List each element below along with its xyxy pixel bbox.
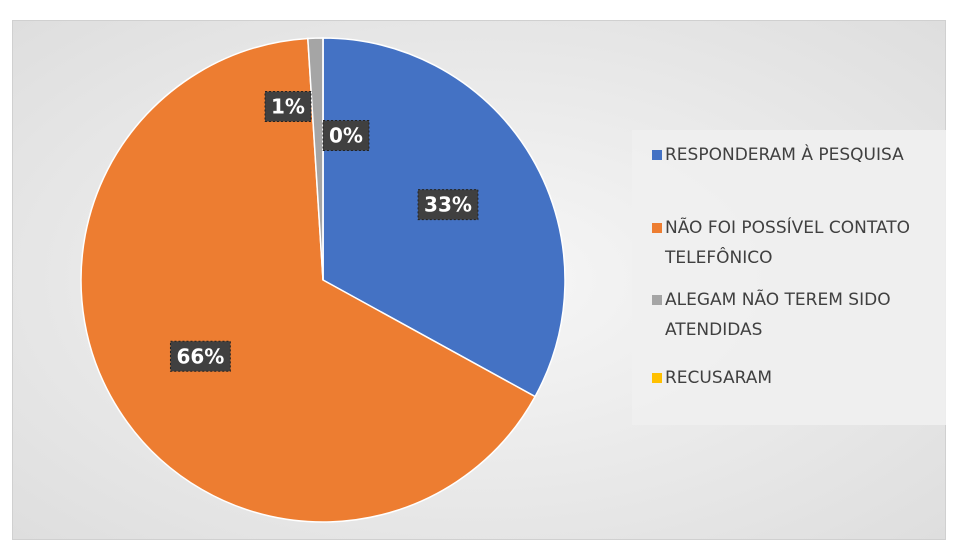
legend-swatch <box>652 150 662 160</box>
legend-item: RESPONDERAM À PESQUISA <box>652 140 955 170</box>
legend-label: RESPONDERAM À PESQUISA <box>665 145 904 165</box>
legend-label: RECUSARAM <box>665 368 773 388</box>
legend-swatch <box>652 223 662 233</box>
data-label: 66% <box>176 344 224 368</box>
data-label: 0% <box>329 124 363 148</box>
data-label-box <box>417 189 479 221</box>
legend-item: RECUSARAM <box>652 363 955 393</box>
legend-label: NÃO FOI POSSÍVEL CONTATO TELEFÔNICO <box>665 218 910 268</box>
legend-item: ALEGAM NÃO TEREM SIDO ATENDIDAS <box>652 285 955 345</box>
data-label-box <box>264 91 312 122</box>
legend-swatch <box>652 295 662 305</box>
data-label: 1% <box>271 95 305 119</box>
legend-swatch <box>652 373 662 383</box>
data-label-box <box>169 340 231 372</box>
data-label: 33% <box>424 193 472 217</box>
legend: RESPONDERAM À PESQUISA NÃO FOI POSSÍVEL C… <box>632 130 946 425</box>
legend-item: NÃO FOI POSSÍVEL CONTATO TELEFÔNICO <box>652 213 955 273</box>
data-label-box <box>322 120 370 151</box>
pie-slice <box>80 37 537 523</box>
legend-label: ALEGAM NÃO TEREM SIDO ATENDIDAS <box>665 290 891 340</box>
